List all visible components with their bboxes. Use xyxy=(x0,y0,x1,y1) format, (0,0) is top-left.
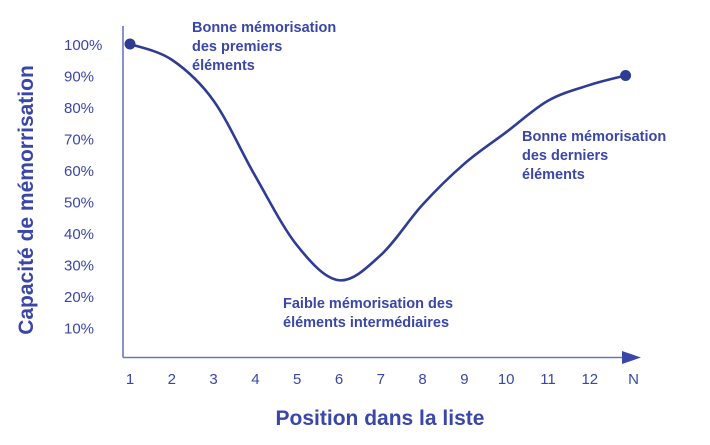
y-tick-label: 60% xyxy=(64,163,94,180)
x-tick-label: 1 xyxy=(126,371,134,388)
annotation-middle: Faible mémorisation des éléments intermé… xyxy=(283,296,457,331)
y-tick-label: 50% xyxy=(64,195,94,212)
y-tick-label: 40% xyxy=(64,226,94,243)
x-tick-label: 11 xyxy=(540,371,556,388)
annotation-first: Bonne mémorisation des premiers éléments xyxy=(192,20,340,74)
x-axis-arrow-icon xyxy=(622,351,641,364)
y-tick-label: 10% xyxy=(64,321,94,338)
x-tick-label: 4 xyxy=(251,371,259,388)
series-line xyxy=(129,42,626,282)
y-axis-label: Capacité de mémorrisation xyxy=(15,65,38,335)
x-tick-label: N xyxy=(628,371,639,388)
y-tick-label: 30% xyxy=(64,258,94,275)
y-tick-label: 20% xyxy=(64,289,94,306)
x-tick-label: 8 xyxy=(418,371,426,388)
x-tick-label: 3 xyxy=(209,371,217,388)
x-tick-label: 10 xyxy=(498,371,515,388)
x-tick-label: 9 xyxy=(460,371,468,388)
y-tick-label: 100% xyxy=(64,37,102,54)
x-tick-label: 5 xyxy=(293,371,301,388)
y-tick-label: 90% xyxy=(64,69,94,86)
y-tick-label: 80% xyxy=(64,100,94,117)
x-axis-label: Position dans la liste xyxy=(276,407,485,430)
x-tick-label: 6 xyxy=(335,371,343,388)
x-tick-label: 12 xyxy=(581,371,598,388)
x-tick-label: 7 xyxy=(377,371,385,388)
end-point-marker xyxy=(620,70,632,81)
y-tick-label: 70% xyxy=(64,132,94,149)
annotation-last: Bonne mémorisation des derniers éléments xyxy=(522,129,670,183)
x-tick-label: 2 xyxy=(168,371,176,388)
start-point-marker xyxy=(124,38,136,50)
